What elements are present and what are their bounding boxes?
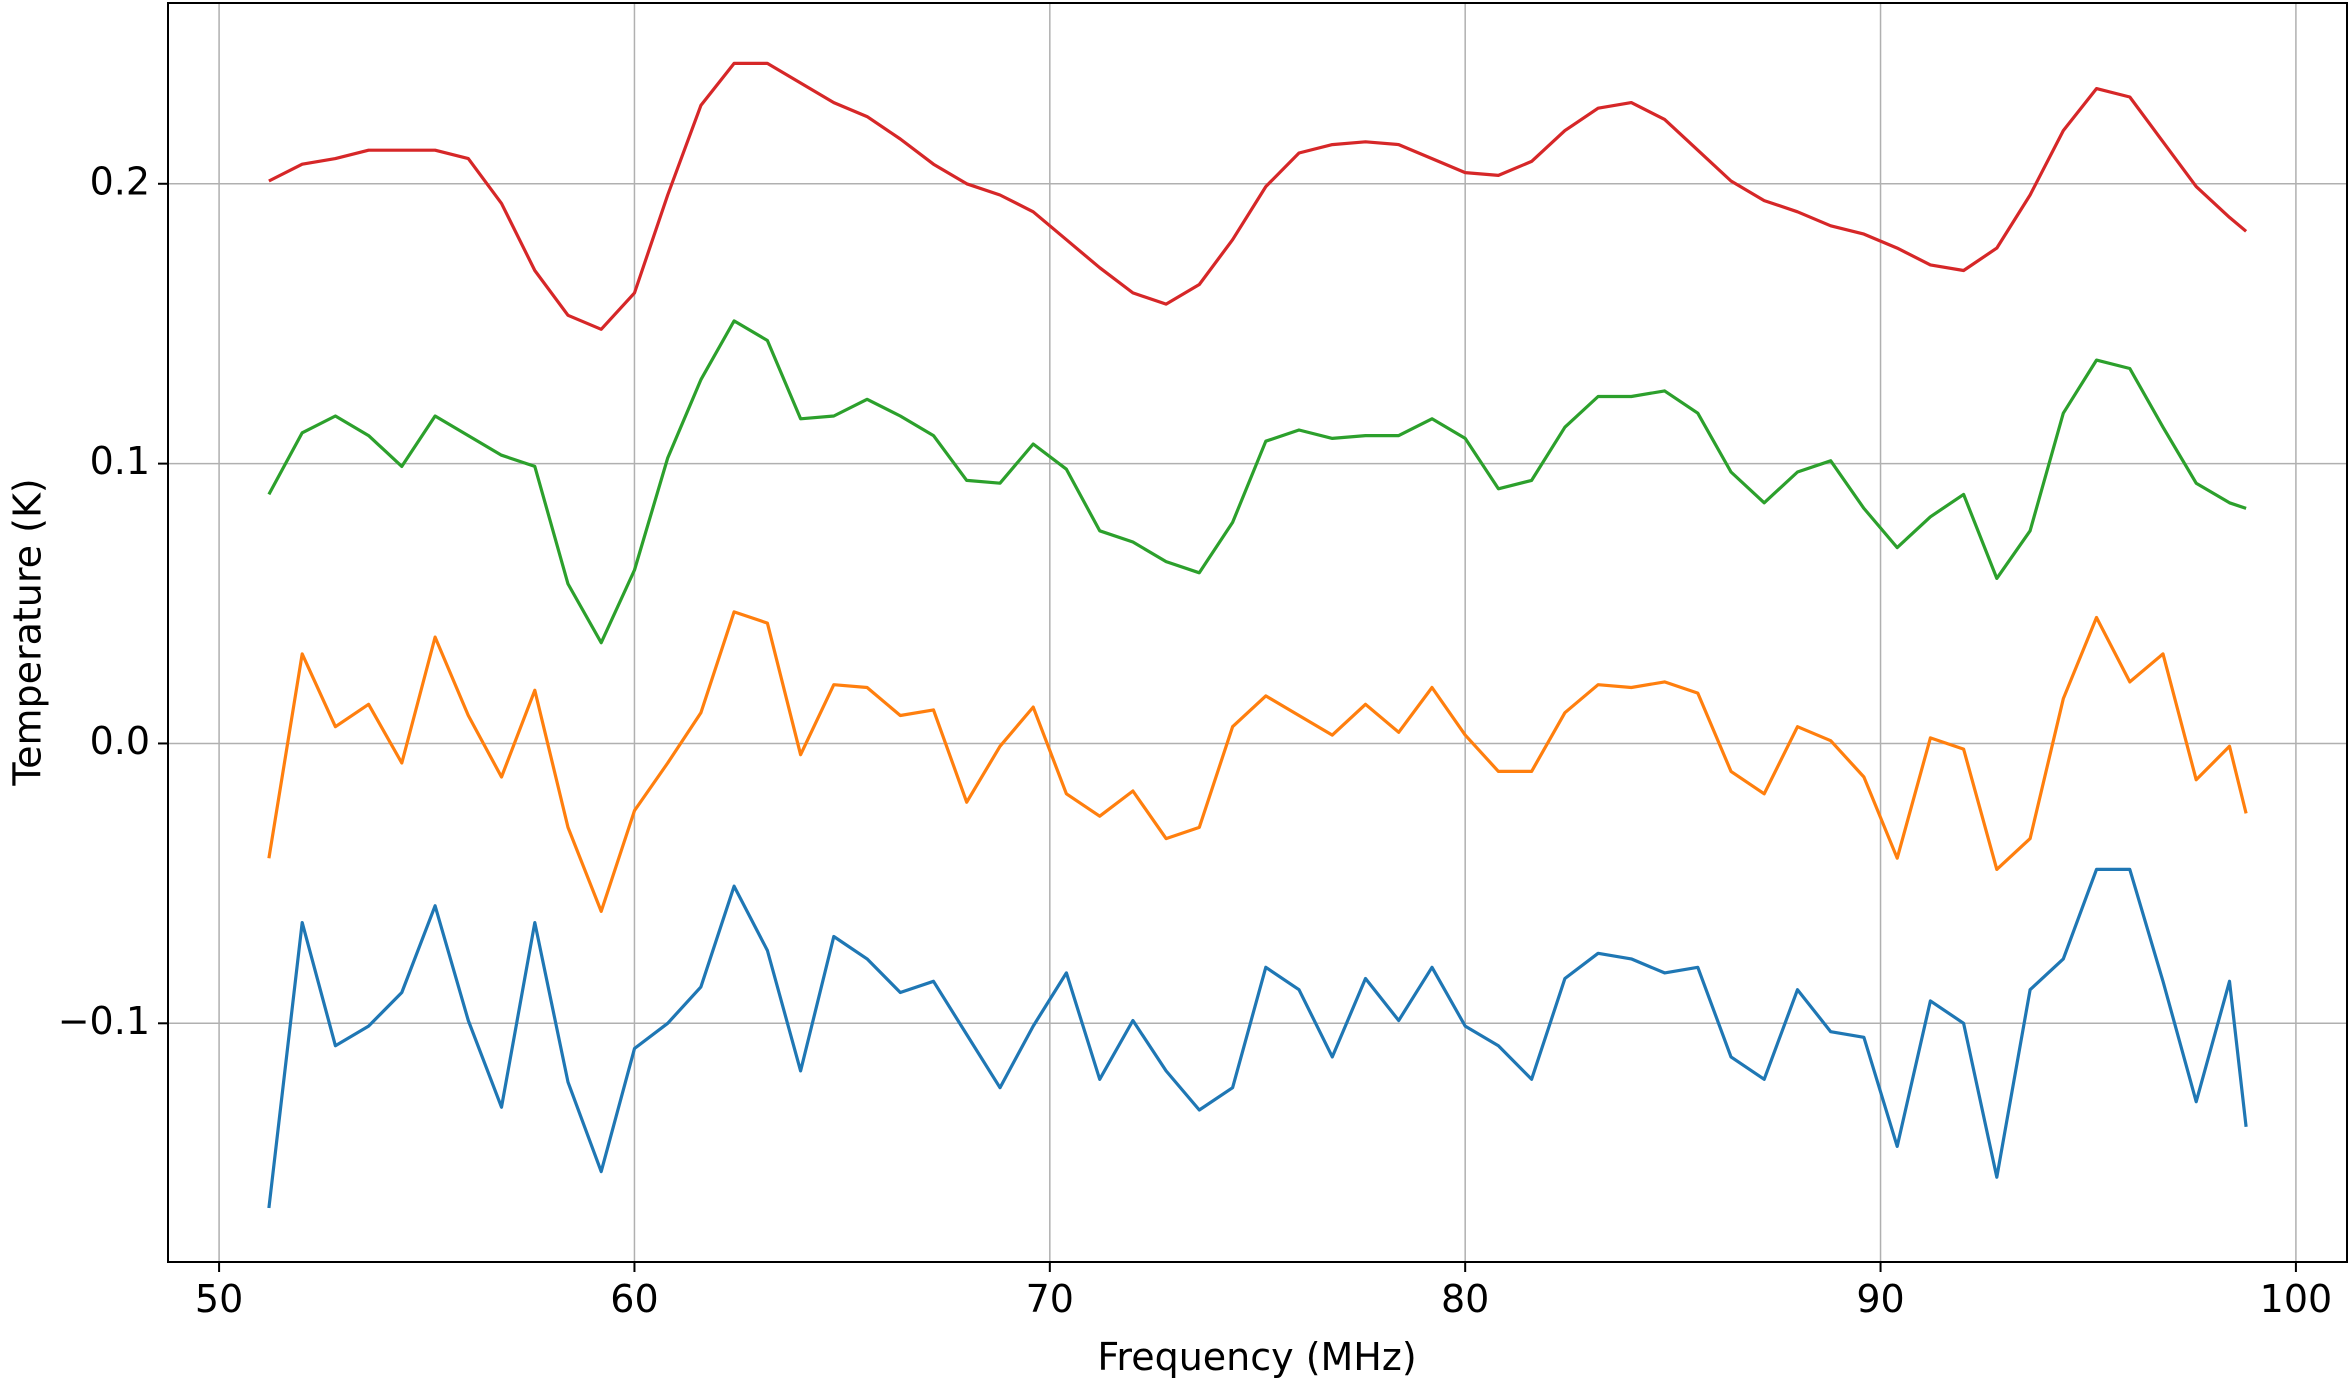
series-line xyxy=(268,61,2248,331)
y-tick-label: 0.2 xyxy=(90,159,150,203)
series-line xyxy=(267,867,2248,1209)
x-tick-label: 90 xyxy=(1856,1277,1904,1321)
y-tick-label: −0.1 xyxy=(58,999,150,1043)
y-tick-label: 0.0 xyxy=(90,719,150,763)
y-tick-label: 0.1 xyxy=(90,439,150,483)
x-tick-label: 100 xyxy=(2260,1277,2333,1321)
y-axis-label: Temperature (K) xyxy=(6,478,50,786)
x-tick-label: 60 xyxy=(610,1277,658,1321)
series-line xyxy=(267,319,2247,645)
x-tick-label: 70 xyxy=(1026,1277,1074,1321)
x-tick-label: 50 xyxy=(195,1277,243,1321)
x-tick-label: 80 xyxy=(1441,1277,1489,1321)
series-line xyxy=(267,610,2248,913)
x-axis-label: Frequency (MHz) xyxy=(1097,1335,1416,1379)
lines xyxy=(267,61,2248,1209)
axes-frame xyxy=(167,2,2348,1263)
